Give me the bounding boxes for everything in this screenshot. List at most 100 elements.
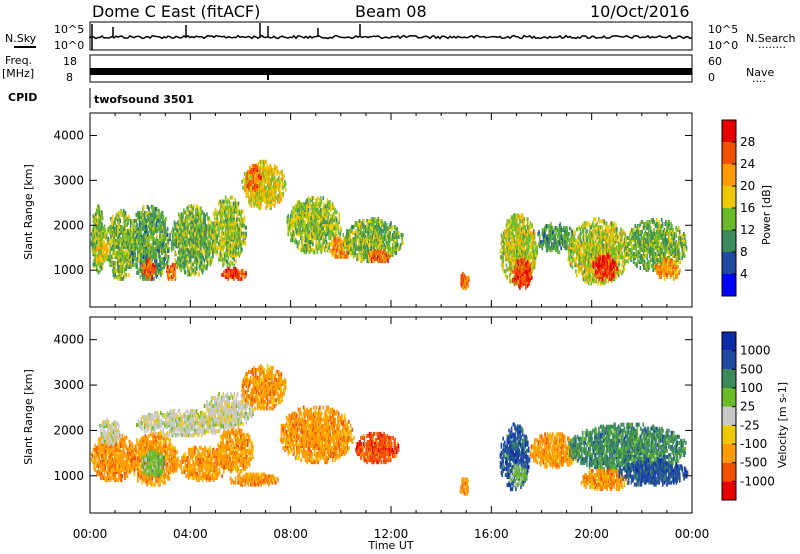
power-cells-cell-9 (272, 167, 274, 172)
power-cells-cell-2 (142, 252, 144, 257)
power-cells-cell-16 (504, 269, 507, 274)
power-cells-cell-1 (113, 242, 116, 247)
power-cells-cell-9 (283, 173, 285, 178)
power-cells-cell-13 (361, 253, 363, 258)
power-cells-cell-9 (263, 185, 266, 190)
power-cells-cell-11 (286, 220, 289, 225)
power-cells-cell-13 (363, 229, 365, 234)
power-cells-cell-2 (142, 226, 144, 231)
power-cells-cell-16 (521, 267, 523, 272)
power-cells-cell-6 (200, 206, 202, 211)
power-cells-cell-13 (381, 239, 384, 244)
power-cells-cell-13 (382, 237, 385, 242)
power-cells-cell-6 (187, 248, 189, 253)
power-cells-cell-7 (241, 231, 243, 236)
power-cells-cell-6 (211, 246, 213, 251)
power-cells-cell-11 (317, 196, 319, 201)
power-cells-cell-2 (142, 276, 144, 281)
power-cells-cell-11 (319, 236, 322, 241)
power-cells-cell-1 (112, 266, 115, 271)
power-cells-cell-16 (526, 235, 528, 240)
power-cells-cell-13 (355, 241, 357, 246)
power-cells-cell-15 (462, 271, 464, 276)
power-cells-cell-11 (319, 196, 322, 201)
power-cells-cell-12 (343, 236, 346, 241)
power-cells-cell-10 (260, 176, 262, 180)
power-cells-cell-12 (342, 240, 345, 245)
power-cells-cell-1 (129, 218, 132, 223)
power-cells-cell-11 (311, 248, 313, 253)
power-cells-cell-2 (148, 236, 151, 241)
power-cells-cell-1 (112, 224, 115, 229)
power-cells-cell-5 (101, 259, 104, 264)
power-cells-cell-11 (309, 240, 312, 245)
power-cells-cell-12 (333, 238, 335, 243)
power-cells-cell-7 (230, 249, 232, 254)
power-cells-cell-16 (506, 251, 509, 256)
power-cells-cell-7 (242, 237, 245, 242)
power-cells-cell-11 (318, 198, 321, 203)
power-cells-cell-1 (114, 238, 116, 243)
nave-label: Nave (746, 66, 774, 79)
power-cells-cell-9 (255, 199, 257, 204)
power-cells-cell-13 (368, 219, 370, 224)
power-cells-cell-5 (104, 247, 106, 252)
power-cells-cell-9 (273, 171, 276, 176)
power-cells-cell-2 (167, 254, 170, 259)
power-cells-cell-13 (379, 231, 381, 236)
power-cells-cell-13 (357, 235, 359, 240)
power-cells-cell-11 (311, 232, 313, 237)
power-cells-cell-11 (300, 210, 302, 215)
power-cells-cell-1 (120, 272, 122, 277)
power-cells-cell-11 (289, 232, 292, 237)
power-cells-cell-6 (210, 256, 212, 261)
power-cells-cell-9 (260, 185, 262, 190)
power-cells-cell-1 (129, 252, 132, 257)
power-cells-cell-2 (147, 224, 149, 229)
power-cells-cell-6 (182, 238, 184, 243)
power-cells-cell-1 (125, 244, 128, 249)
power-cells-cell-16 (523, 243, 526, 248)
power-cells-cell-6 (200, 266, 202, 271)
power-cells-cell-0 (92, 214, 95, 219)
power-cells-cell-11 (305, 230, 307, 235)
power-cells-cell-7 (218, 199, 221, 204)
power-cells-cell-9 (247, 191, 249, 196)
power-cells-cell-6 (185, 226, 188, 231)
power-cells-cell-9 (277, 169, 279, 174)
power-cells-cell-3 (150, 274, 152, 279)
power-cells-cell-1 (121, 260, 123, 265)
power-cells-cell-2 (151, 236, 154, 241)
power-cells-cell-11 (306, 224, 308, 229)
power-cells-cell-1 (117, 264, 120, 269)
power-cells-cell-2 (161, 234, 164, 239)
power-cells-cell-7 (231, 195, 234, 200)
power-cells-cell-2 (154, 254, 157, 259)
power-cells-cell-12 (333, 250, 335, 255)
power-cells-cell-9 (277, 197, 279, 202)
power-cells-cell-6 (200, 222, 202, 227)
power-cells-cell-15 (464, 275, 467, 280)
power-cells-cell-3 (146, 274, 148, 279)
power-cells-cell-2 (166, 230, 168, 235)
power-cells-cell-7 (230, 195, 232, 200)
power-cells-cell-9 (270, 177, 272, 182)
power-cells-cell-7 (230, 201, 232, 206)
power-cells-cell-9 (280, 191, 283, 196)
power-cells-cell-2 (165, 250, 167, 255)
power-cells-cell-1 (110, 242, 112, 247)
power-cells-cell-6 (187, 226, 189, 231)
power-cells-cell-13 (389, 231, 391, 236)
power-cells-cell-11 (320, 208, 323, 213)
power-cells-cell-1 (117, 230, 119, 235)
power-cells-cell-1 (128, 228, 131, 233)
power-cells-cell-11 (334, 208, 336, 213)
power-cells-cell-2 (148, 220, 151, 225)
power-cells-cell-11 (307, 216, 310, 221)
power-cells-cell-6 (192, 248, 194, 253)
power-cells-cell-10 (250, 186, 253, 190)
power-cells-cell-11 (311, 212, 313, 217)
power-cells-cell-13 (356, 257, 358, 262)
power-cells-cell-6 (195, 246, 197, 251)
power-cells-cell-2 (165, 262, 167, 267)
